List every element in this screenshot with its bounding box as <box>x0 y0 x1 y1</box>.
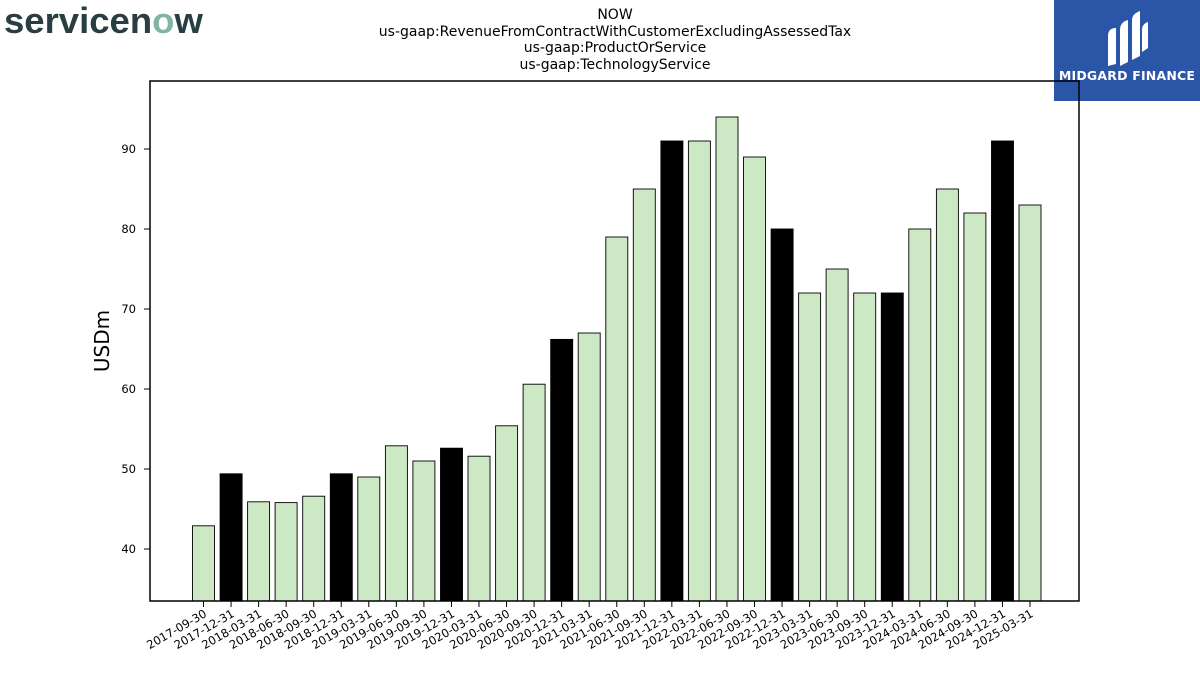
y-tick-label: 90 <box>121 142 136 156</box>
y-axis-ticks: 40 50 60 70 80 90 <box>121 142 150 556</box>
bar-2020-06-30 <box>495 425 519 602</box>
bar-2018-12-31 <box>329 473 353 602</box>
bar-2021-03-31 <box>577 332 601 602</box>
bar-2021-12-31 <box>660 140 684 602</box>
bar-2024-06-30 <box>935 188 959 602</box>
bar-2022-06-30 <box>715 116 739 602</box>
bar-2018-06-30 <box>274 502 298 602</box>
bar-2023-12-31 <box>880 292 904 602</box>
bar-2021-06-30 <box>605 236 629 602</box>
bar-2019-06-30 <box>384 445 408 602</box>
title-line-ticker: NOW <box>597 7 633 23</box>
chart-title: NOW us-gaap:RevenueFromContractWithCusto… <box>365 7 865 73</box>
bar-series <box>192 116 1042 602</box>
title-line-axis: us-gaap:ProductOrService <box>523 40 707 56</box>
bar-2018-03-31 <box>247 501 271 602</box>
bar-2025-03-31 <box>1018 204 1042 602</box>
y-tick-label: 40 <box>121 542 136 556</box>
bar-2023-03-31 <box>798 292 822 602</box>
bar-2017-09-30 <box>192 525 215 602</box>
bar-2018-09-30 <box>302 495 326 602</box>
plot-frame <box>149 80 1080 602</box>
bar-2020-03-31 <box>467 455 491 602</box>
bar-2023-09-30 <box>853 292 877 602</box>
bar-2022-09-30 <box>743 156 766 602</box>
bar-2024-12-31 <box>991 140 1014 602</box>
bar-2023-06-30 <box>825 268 849 602</box>
title-line-member: us-gaap:TechnologyService <box>519 56 711 73</box>
y-tick-label: 80 <box>121 222 136 236</box>
x-axis-ticks: 2017-09-302017-12-312018-03-312018-06-30… <box>144 601 1036 652</box>
servicenow-logo-mark: servicenow <box>4 0 203 41</box>
bar-2020-12-31 <box>550 338 574 602</box>
y-tick-label: 60 <box>121 382 136 396</box>
bar-2024-09-30 <box>963 212 987 602</box>
y-tick-label: 70 <box>121 302 136 316</box>
bar-2021-09-30 <box>632 188 656 602</box>
midgard-logo-icon <box>1108 11 1148 66</box>
servicenow-logo-text: servicenow <box>4 0 203 41</box>
y-axis-label: USDm <box>90 310 114 372</box>
bar-2019-09-30 <box>412 460 436 602</box>
servicenow-logo: servicenow <box>4 0 219 46</box>
bar-2019-12-31 <box>440 447 463 602</box>
badge-name: MIDGARD FINANCE <box>1058 68 1196 83</box>
bar-2017-12-31 <box>219 473 243 602</box>
bar-2019-03-31 <box>357 476 381 602</box>
bar-2020-09-30 <box>522 383 546 602</box>
title-line-concept: us-gaap:RevenueFromContractWithCustomerE… <box>378 23 852 40</box>
y-tick-label: 50 <box>121 462 136 476</box>
bar-2024-03-31 <box>908 228 932 602</box>
bar-2022-03-31 <box>687 140 711 602</box>
bar-2022-12-31 <box>770 228 794 602</box>
